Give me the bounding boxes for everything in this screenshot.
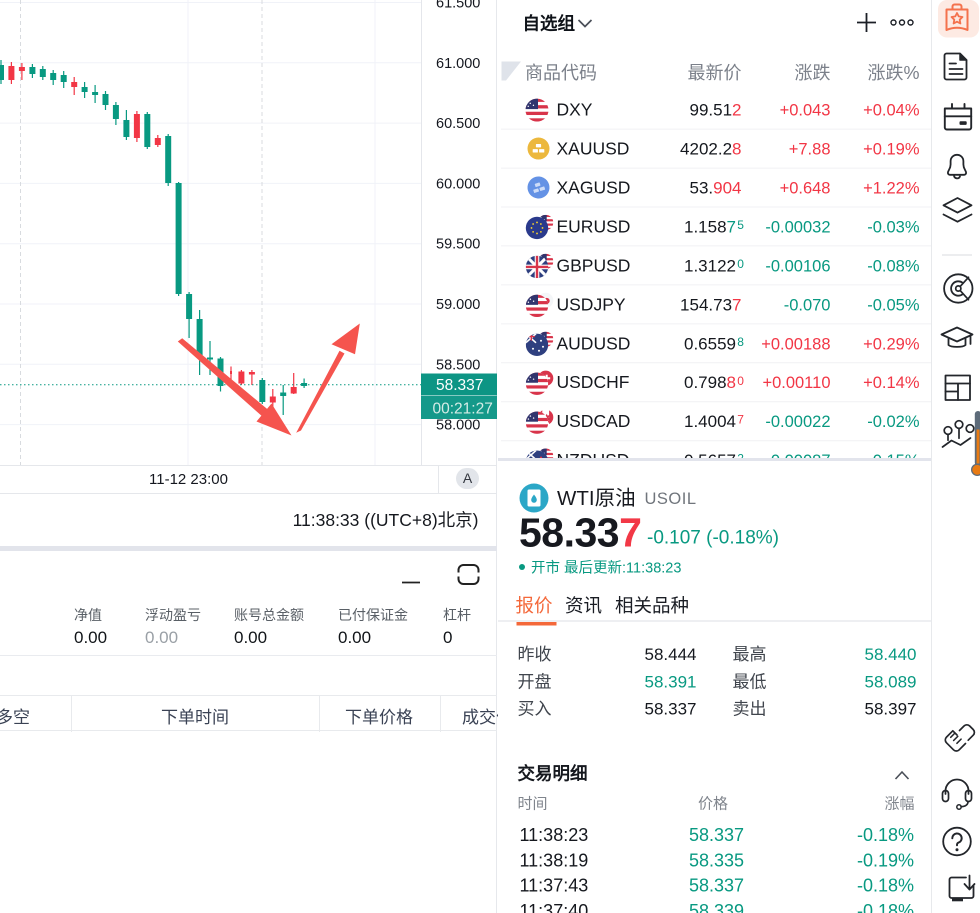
svg-text:58.337: 58.337 [689,876,744,896]
svg-text:-0.18%: -0.18% [857,825,914,845]
svg-text:58.440: 58.440 [865,645,917,664]
svg-text:+0.043: +0.043 [780,102,831,120]
svg-text:-0.00106: -0.00106 [765,257,830,275]
svg-text:+0.00188: +0.00188 [761,335,830,353]
svg-text:4202.28: 4202.28 [680,140,741,159]
svg-text:资讯: 资讯 [565,595,602,616]
svg-text:0.5657: 0.5657 [684,451,736,458]
svg-text:+0.19%: +0.19% [863,141,920,159]
svg-text:最高: 最高 [733,645,767,664]
svg-text:相关品种: 相关品种 [615,595,689,616]
svg-text:59.500: 59.500 [436,237,480,253]
svg-text:昨收: 昨收 [518,645,552,664]
svg-text:11:38:19: 11:38:19 [520,850,589,870]
svg-text:58.000: 58.000 [436,418,480,434]
svg-text:涨跌: 涨跌 [795,63,831,83]
svg-text:商品代码: 商品代码 [525,63,597,83]
svg-text:时间: 时间 [518,796,548,813]
svg-text:XAGUSD: XAGUSD [557,178,631,198]
svg-text:53.904: 53.904 [689,179,741,198]
svg-text:+0.29%: +0.29% [863,335,920,353]
svg-text:58.444: 58.444 [645,645,697,664]
svg-text:11:37:40: 11:37:40 [520,901,589,913]
svg-text:58.397: 58.397 [865,700,917,719]
svg-text:涨跌%: 涨跌% [867,63,919,83]
svg-text:58.335: 58.335 [689,850,744,870]
svg-text:8: 8 [737,335,744,349]
svg-text:EURUSD: EURUSD [557,216,631,236]
svg-text:+0.14%: +0.14% [863,374,920,392]
svg-text:-0.00087: -0.00087 [765,452,830,458]
svg-text:154.737: 154.737 [680,295,741,314]
svg-text:0: 0 [737,257,744,271]
svg-text:0: 0 [737,374,744,388]
svg-text:-0.19%: -0.19% [857,850,914,870]
svg-text:报价: 报价 [516,595,553,616]
svg-text:涨幅: 涨幅 [884,796,914,813]
svg-text:1.4004: 1.4004 [684,412,736,431]
svg-text:00:21:27: 00:21:27 [433,401,493,418]
svg-text:XAUUSD: XAUUSD [557,139,630,159]
svg-text:60.000: 60.000 [436,176,480,192]
svg-text:-0.00022: -0.00022 [765,413,830,431]
svg-text:最新价: 最新价 [688,63,742,83]
svg-text:0.7988: 0.7988 [684,373,736,392]
svg-text:58.391: 58.391 [645,672,697,691]
svg-text:-0.18%: -0.18% [857,901,914,913]
svg-text:GBPUSD: GBPUSD [557,255,631,275]
svg-text:58.337: 58.337 [645,700,697,719]
svg-text:+1.22%: +1.22% [863,180,920,198]
svg-text:USOIL: USOIL [645,490,697,508]
svg-text:59.000: 59.000 [436,297,480,313]
svg-text:58.337: 58.337 [519,510,641,556]
svg-text:开盘: 开盘 [518,672,552,691]
svg-text:-0.08%: -0.08% [867,257,920,275]
svg-text:开市 最后更新:11:38:23: 开市 最后更新:11:38:23 [531,560,681,577]
svg-text:61.500: 61.500 [436,0,480,12]
svg-text:价格: 价格 [698,796,728,813]
svg-text:最低: 最低 [733,672,767,691]
svg-text:1.3122: 1.3122 [684,256,736,275]
svg-text:-0.107 (-0.18%): -0.107 (-0.18%) [647,528,779,549]
svg-text:-0.070: -0.070 [784,296,831,314]
svg-text:61.000: 61.000 [436,56,480,72]
svg-text:-0.05%: -0.05% [867,296,920,314]
svg-text:99.512: 99.512 [689,101,741,120]
svg-text:+0.04%: +0.04% [863,102,920,120]
svg-text:58.337: 58.337 [689,825,744,845]
svg-text:11:38:23: 11:38:23 [520,825,589,845]
svg-text:5: 5 [737,218,744,232]
svg-text:USDJPY: USDJPY [557,294,626,314]
svg-text:买入: 买入 [518,700,552,719]
svg-text:58.089: 58.089 [865,672,917,691]
svg-text:-0.00032: -0.00032 [765,218,830,236]
svg-text:-0.18%: -0.18% [857,876,914,896]
svg-text:1.1587: 1.1587 [684,217,736,236]
svg-text:+0.00110: +0.00110 [762,374,830,392]
svg-text:7: 7 [737,413,744,427]
svg-text:WTI原油: WTI原油 [557,487,636,510]
svg-text:USDCHF: USDCHF [557,372,630,392]
svg-text:11:37:43: 11:37:43 [520,876,589,896]
svg-text:自选组: 自选组 [523,14,576,34]
svg-text:-0.15%: -0.15% [867,452,920,458]
svg-text:DXY: DXY [557,100,593,120]
svg-text:USDCAD: USDCAD [557,411,631,431]
svg-text:NZDUSD: NZDUSD [557,450,630,458]
svg-text:+0.648: +0.648 [780,180,831,198]
svg-text:-0.03%: -0.03% [867,218,920,236]
svg-text:2: 2 [737,452,744,458]
svg-text:-0.02%: -0.02% [867,413,920,431]
svg-text:60.500: 60.500 [436,116,480,132]
svg-text:交易明细: 交易明细 [518,764,588,784]
svg-text:0.6559: 0.6559 [684,334,736,353]
svg-text:58.500: 58.500 [436,357,480,373]
svg-text:+7.88: +7.88 [789,141,831,159]
svg-text:58.337: 58.337 [436,377,483,394]
svg-text:卖出: 卖出 [733,700,767,719]
svg-text:58.339: 58.339 [689,901,744,913]
svg-text:AUDUSD: AUDUSD [557,333,631,353]
